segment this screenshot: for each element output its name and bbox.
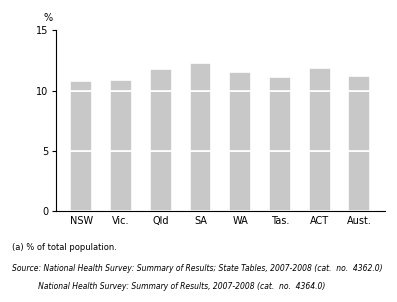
- Text: (a) % of total population.: (a) % of total population.: [12, 243, 117, 252]
- Text: Source: National Health Survey: Summary of Results; State Tables, 2007-2008 (cat: Source: National Health Survey: Summary …: [12, 264, 383, 273]
- Bar: [71, 151, 92, 211]
- Text: %: %: [44, 13, 53, 23]
- Bar: [190, 151, 211, 211]
- Bar: [348, 76, 370, 91]
- Bar: [348, 151, 370, 211]
- Bar: [150, 69, 172, 91]
- Bar: [308, 91, 330, 151]
- Bar: [150, 91, 172, 151]
- Bar: [308, 151, 330, 211]
- Bar: [229, 72, 251, 91]
- Bar: [71, 81, 92, 91]
- Bar: [269, 77, 291, 91]
- Bar: [110, 91, 132, 151]
- Text: National Health Survey: Summary of Results, 2007-2008 (cat.  no.  4364.0): National Health Survey: Summary of Resul…: [12, 282, 325, 291]
- Bar: [190, 63, 211, 91]
- Bar: [190, 91, 211, 151]
- Bar: [269, 151, 291, 211]
- Bar: [110, 80, 132, 91]
- Bar: [269, 91, 291, 151]
- Bar: [229, 91, 251, 151]
- Bar: [348, 91, 370, 151]
- Bar: [229, 151, 251, 211]
- Bar: [150, 151, 172, 211]
- Bar: [110, 151, 132, 211]
- Bar: [71, 91, 92, 151]
- Bar: [308, 68, 330, 91]
